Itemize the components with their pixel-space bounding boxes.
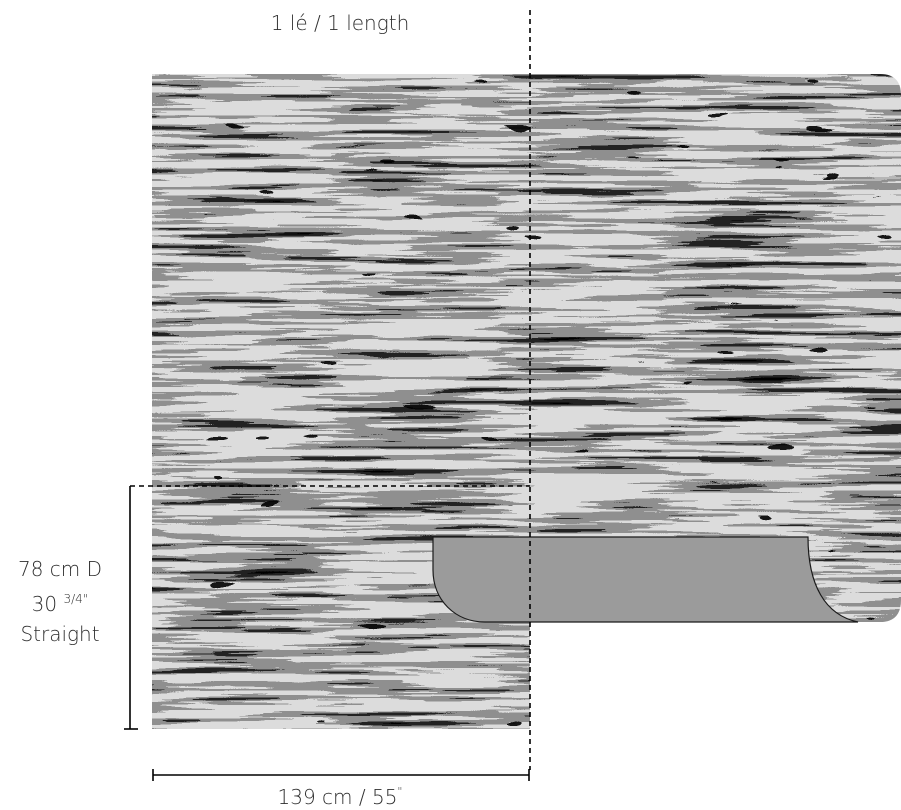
height-cm-text: 78 cm D [17,557,103,581]
wallpaper-pattern [152,74,901,729]
height-inch-text: 30 3/4" [0,584,120,619]
height-inch-mark: " [82,592,89,606]
width-label: 139 cm / 55" [200,779,480,810]
cut-area-shape [432,536,859,623]
pattern-dark-streaks [152,74,901,729]
width-dimension [152,769,530,781]
height-label: 78 cm D 30 3/4" Straight [0,554,120,649]
width-value: 139 cm / 55 [277,785,398,809]
height-type-text: Straight [20,622,100,646]
height-inch-fraction: 3/4 [63,592,83,606]
height-inch-whole: 30 [31,592,58,616]
repeat-length-label: 1 lé / 1 length [270,11,410,35]
height-dimension [124,486,138,730]
width-inch-mark: " [397,785,403,798]
